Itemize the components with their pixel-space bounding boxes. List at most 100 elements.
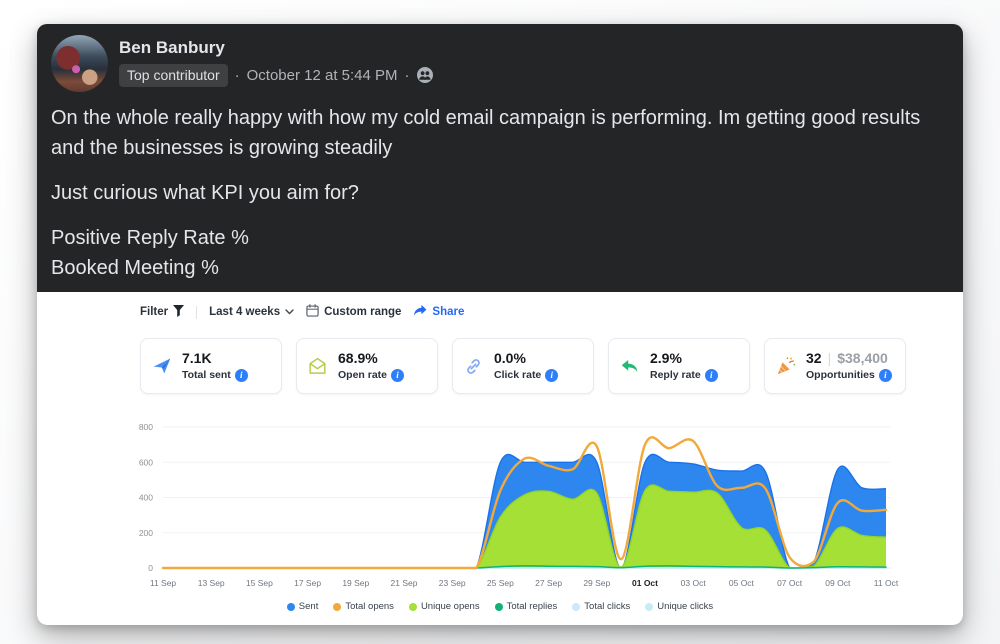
dashboard-toolbar: Filter Last 4 weeks Custom range	[37, 292, 963, 330]
share-arrow-icon	[413, 304, 427, 320]
date-range-dropdown: Last 4 weeks	[209, 306, 294, 318]
post-header: Ben Banbury Top contributor · October 12…	[37, 24, 963, 92]
post-text-paragraph: Just curious what KPI you aim for?	[51, 182, 359, 204]
stat-text: 0.0% Click rate i	[494, 350, 559, 382]
svg-text:400: 400	[139, 493, 153, 503]
svg-text:21 Sep: 21 Sep	[391, 578, 418, 588]
toolbar-divider	[196, 305, 198, 319]
filter-control: Filter	[140, 304, 185, 320]
link-icon	[462, 357, 485, 376]
value-divider: |	[827, 350, 832, 367]
stat-label: Reply rate	[650, 369, 701, 382]
info-icon: i	[878, 368, 892, 382]
opportunities-count: 32	[806, 350, 822, 367]
legend-dot	[286, 602, 295, 611]
stat-label: Total sent	[182, 369, 231, 382]
custom-range-control: Custom range	[306, 304, 401, 320]
svg-text:23 Sep: 23 Sep	[439, 578, 466, 588]
info-icon: i	[234, 368, 248, 382]
stat-text: 32 | $38,400 Opportunities i	[806, 350, 892, 382]
stat-card-total-sent: 7.1K Total sent i	[140, 338, 282, 394]
facebook-post-card: Ben Banbury Top contributor · October 12…	[37, 24, 963, 625]
svg-text:19 Sep: 19 Sep	[342, 578, 369, 588]
svg-text:200: 200	[139, 528, 153, 538]
calendar-icon	[306, 304, 319, 320]
stat-card-click-rate: 0.0% Click rate i	[452, 338, 594, 394]
chart-legend: Sent Total opens Unique opens Total replies…	[37, 601, 963, 612]
post-header-text: Ben Banbury Top contributor · October 12…	[119, 35, 433, 92]
stat-card-open-rate: 68.9% Open rate i	[296, 338, 438, 394]
stat-label: Open rate	[338, 369, 388, 382]
info-icon: i	[391, 368, 405, 382]
stat-label: Click rate	[494, 369, 542, 382]
share-label: Share	[432, 306, 465, 318]
stat-value: 32 | $38,400	[806, 350, 892, 366]
svg-text:03 Oct: 03 Oct	[681, 578, 707, 588]
stat-card-reply-rate: 2.9% Reply rate i	[608, 338, 750, 394]
svg-text:11 Oct: 11 Oct	[874, 578, 899, 588]
stat-text: 68.9% Open rate i	[338, 350, 405, 382]
avatar[interactable]	[51, 35, 108, 92]
legend-item-unique-clicks: Unique clicks	[645, 601, 713, 612]
legend-item-unique-opens: Unique opens	[408, 601, 480, 612]
post-timestamp[interactable]: October 12 at 5:44 PM	[246, 66, 398, 84]
svg-text:29 Sep: 29 Sep	[583, 578, 610, 588]
party-popper-icon	[774, 355, 797, 377]
svg-text:15 Sep: 15 Sep	[246, 578, 273, 588]
legend-label: Total clicks	[584, 601, 631, 612]
stat-label: Opportunities	[806, 369, 875, 382]
stat-value: 2.9%	[650, 350, 682, 367]
svg-text:01 Oct: 01 Oct	[632, 578, 658, 588]
legend-dot	[494, 602, 503, 611]
legend-item-total-clicks: Total clicks	[572, 601, 630, 612]
info-icon: i	[545, 368, 559, 382]
reply-arrow-icon	[618, 358, 641, 374]
legend-item-sent: Sent	[286, 601, 318, 612]
open-envelope-icon	[306, 357, 329, 375]
post-meta-row: Top contributor · October 12 at 5:44 PM …	[119, 64, 433, 87]
svg-text:17 Sep: 17 Sep	[294, 578, 321, 588]
legend-dot	[333, 602, 342, 611]
meta-separator: ·	[404, 66, 410, 84]
stat-card-opportunities: 32 | $38,400 Opportunities i	[764, 338, 906, 394]
stat-value: 0.0%	[494, 350, 526, 367]
stat-text: 2.9% Reply rate i	[650, 350, 718, 382]
post-text-paragraph: Positive Reply Rate % Booked Meeting %	[51, 227, 249, 279]
svg-text:13 Sep: 13 Sep	[198, 578, 225, 588]
legend-label: Total opens	[345, 601, 394, 612]
svg-text:600: 600	[139, 457, 153, 467]
custom-range-label: Custom range	[324, 306, 402, 318]
svg-text:05 Oct: 05 Oct	[729, 578, 755, 588]
post-text-paragraph: On the whole really happy with how my co…	[51, 107, 921, 159]
legend-dot	[645, 602, 654, 611]
legend-label: Total replies	[506, 601, 558, 612]
dashboard-screenshot-attachment[interactable]: Filter Last 4 weeks Custom range	[37, 292, 963, 625]
meta-separator: ·	[234, 66, 240, 84]
campaign-analytics-chart: 0 200 400 600 800 11 Sep 13 Sep 15 Sep 17 Sep 19 …	[139, 422, 899, 588]
svg-text:07 Oct: 07 Oct	[777, 578, 803, 588]
svg-text:25 Sep: 25 Sep	[487, 578, 514, 588]
legend-label: Unique opens	[420, 601, 480, 612]
filter-label: Filter	[140, 306, 169, 318]
chevron-down-icon	[285, 306, 294, 318]
legend-item-total-replies: Total replies	[494, 601, 558, 612]
opportunities-value: $38,400	[837, 350, 888, 367]
post-body: On the whole really happy with how my co…	[37, 92, 963, 283]
author-name[interactable]: Ben Banbury	[119, 38, 225, 57]
legend-item-total-opens: Total opens	[333, 601, 394, 612]
legend-dot	[572, 602, 581, 611]
stat-text: 7.1K Total sent i	[182, 350, 248, 382]
stats-row: 7.1K Total sent i 68.9% Open rate i	[140, 338, 963, 394]
date-range-label: Last 4 weeks	[209, 306, 281, 318]
top-contributor-badge: Top contributor	[119, 64, 228, 87]
svg-text:0: 0	[148, 563, 153, 573]
info-icon: i	[704, 368, 718, 382]
funnel-icon	[173, 304, 185, 320]
legend-dot	[408, 602, 417, 611]
paper-plane-icon	[150, 356, 173, 376]
svg-text:11 Sep: 11 Sep	[150, 578, 177, 588]
svg-text:09 Oct: 09 Oct	[825, 578, 851, 588]
group-audience-icon	[416, 67, 433, 84]
legend-label: Unique clicks	[657, 601, 714, 612]
